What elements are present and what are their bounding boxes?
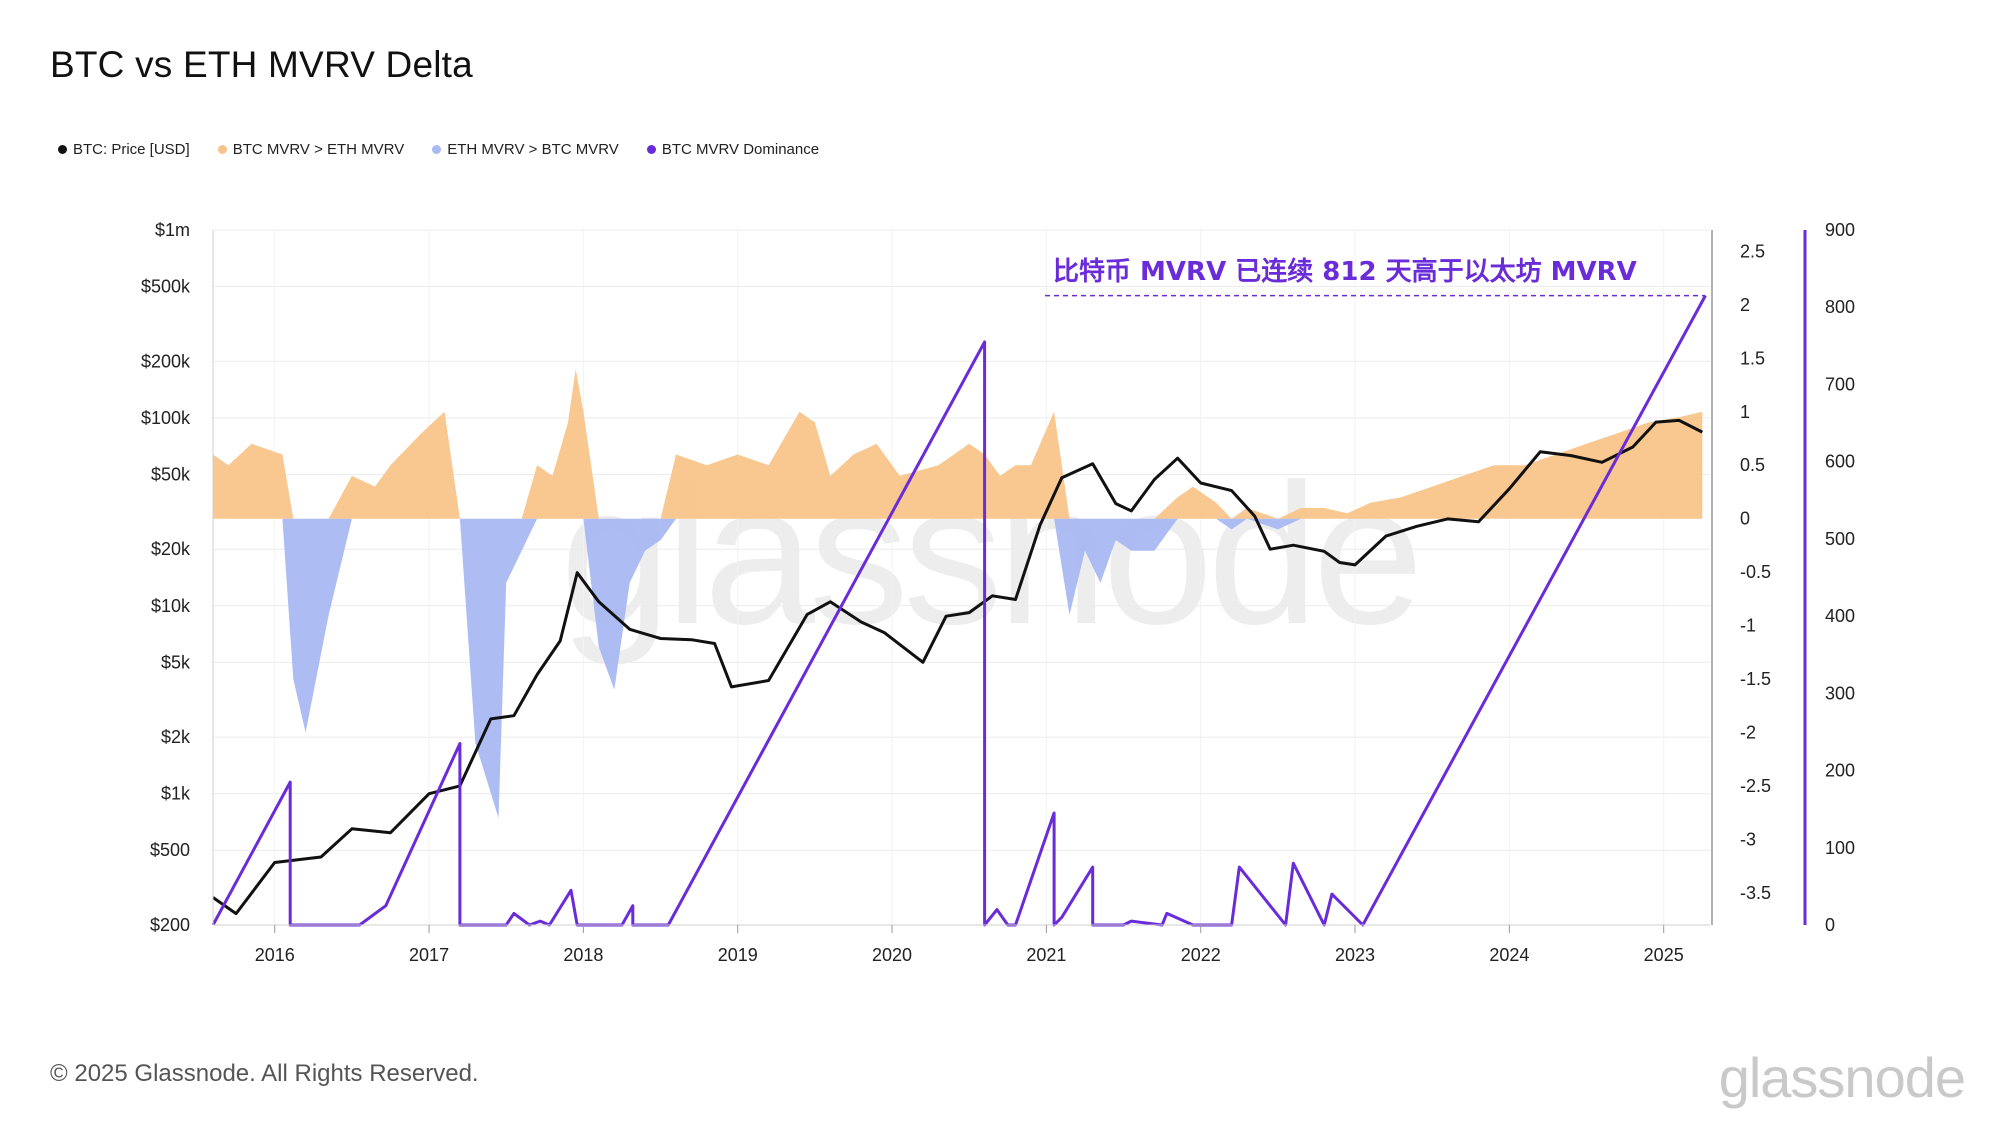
legend-dot-eth-gt-btc (432, 145, 442, 154)
y-left-tick-label: $100k (141, 408, 191, 428)
btc-price-line (212, 418, 1703, 916)
y-left-tick-label: $1k (161, 784, 191, 804)
y-right-tick-label: 700 (1825, 374, 1855, 394)
legend-label-dominance: BTC MVRV Dominance (661, 141, 820, 158)
y-right-tick-label: 600 (1825, 452, 1855, 472)
y-right-tick-label: 100 (1825, 838, 1855, 858)
y-mid-tick-label: 1 (1740, 402, 1750, 422)
mvrv-delta-areas (213, 369, 1703, 819)
x-tick-label: 2022 (1181, 945, 1221, 965)
y-left-tick-label: $500k (141, 277, 191, 297)
y-right-tick-label: 0 (1825, 915, 1835, 935)
annotation-text: 比特币 MVRV 已连续 812 天高于以太坊 MVRV (1053, 256, 1637, 287)
grid-lines (213, 229, 1710, 926)
y-left-tick-label: $2k (161, 727, 191, 747)
x-tick-label: 2020 (872, 945, 912, 965)
y-left-tick-label: $200 (150, 915, 190, 935)
y-mid-tick-label: 0 (1740, 509, 1750, 529)
y-mid-tick-label: -3.5 (1740, 883, 1771, 903)
series-lines (211, 294, 1707, 927)
y-mid-tick-label: -2 (1740, 723, 1756, 743)
legend-dot-btc-gt-eth (217, 145, 227, 154)
y-mid-tick-label: 1.5 (1740, 348, 1765, 368)
x-tick-label: 2019 (718, 945, 758, 965)
btc-mvrv-dominance-line (211, 294, 1707, 927)
y-right-tick-label: 500 (1825, 529, 1855, 549)
brand-logo: glassnode (1718, 1046, 1966, 1109)
legend-item-btc-gt-eth[interactable]: BTC MVRV > ETH MVRV (217, 141, 405, 158)
y-mid-tick-label: 0.5 (1740, 455, 1765, 475)
legend-item-price[interactable]: BTC: Price [USD] (58, 141, 190, 158)
x-tick-label: 2017 (409, 945, 449, 965)
eth-gt-btc-area (213, 518, 1703, 819)
x-tick-label: 2024 (1489, 945, 1529, 965)
x-tick-label: 2023 (1335, 945, 1375, 965)
copyright-footer: © 2025 Glassnode. All Rights Reserved. (50, 1060, 479, 1087)
x-tick-label: 2016 (255, 945, 295, 965)
x-tick-label: 2025 (1644, 945, 1684, 965)
btc-gt-eth-area (213, 369, 1703, 519)
y-left-tick-label: $200k (141, 351, 191, 371)
y-mid-tick-label: 2 (1740, 295, 1750, 315)
legend-dot-price (58, 145, 67, 154)
annotation-group: 比特币 MVRV 已连续 812 天高于以太坊 MVRV (1045, 256, 1706, 297)
legend-label-eth-gt-btc: ETH MVRV > BTC MVRV (447, 141, 619, 158)
y-mid-tick-label: -3 (1740, 829, 1756, 849)
y-left-tick-label: $20k (151, 539, 191, 559)
y-left-tick-label: $10k (151, 596, 191, 616)
y-right-tick-label: 300 (1825, 683, 1855, 703)
y-mid-tick-label: -1.5 (1740, 669, 1771, 689)
y-mid-tick-label: -2.5 (1740, 776, 1771, 796)
y-right-tick-label: 400 (1825, 606, 1855, 626)
x-tick-label: 2021 (1026, 945, 1066, 965)
chart-title: BTC vs ETH MVRV Delta (50, 44, 473, 85)
y-mid-tick-label: -1 (1740, 616, 1756, 636)
legend-item-eth-gt-btc[interactable]: ETH MVRV > BTC MVRV (432, 141, 619, 158)
y-right-tick-label: 200 (1825, 761, 1855, 781)
legend-item-dominance[interactable]: BTC MVRV Dominance (646, 141, 820, 158)
legend: BTC: Price [USD] BTC MVRV > ETH MVRV ETH… (58, 141, 819, 158)
y-left-tick-label: $500 (150, 840, 190, 860)
legend-label-price: BTC: Price [USD] (73, 141, 190, 158)
y-left-tick-label: $5k (161, 652, 191, 672)
y-right-tick-label: 900 (1825, 220, 1855, 240)
y-mid-tick-label: -0.5 (1740, 562, 1771, 582)
y-right-tick-label: 800 (1825, 297, 1855, 317)
legend-dot-dominance (646, 145, 656, 154)
axes: $200 $500 $1k $2k $5k $10k $20k $50k $100k $200k $… (141, 220, 1855, 965)
y-left-tick-label: $1m (155, 220, 190, 240)
x-tick-label: 2018 (563, 945, 603, 965)
legend-label-btc-gt-eth: BTC MVRV > ETH MVRV (232, 141, 405, 158)
y-left-tick-label: $50k (151, 464, 191, 484)
y-mid-tick-label: 2.5 (1740, 241, 1765, 261)
